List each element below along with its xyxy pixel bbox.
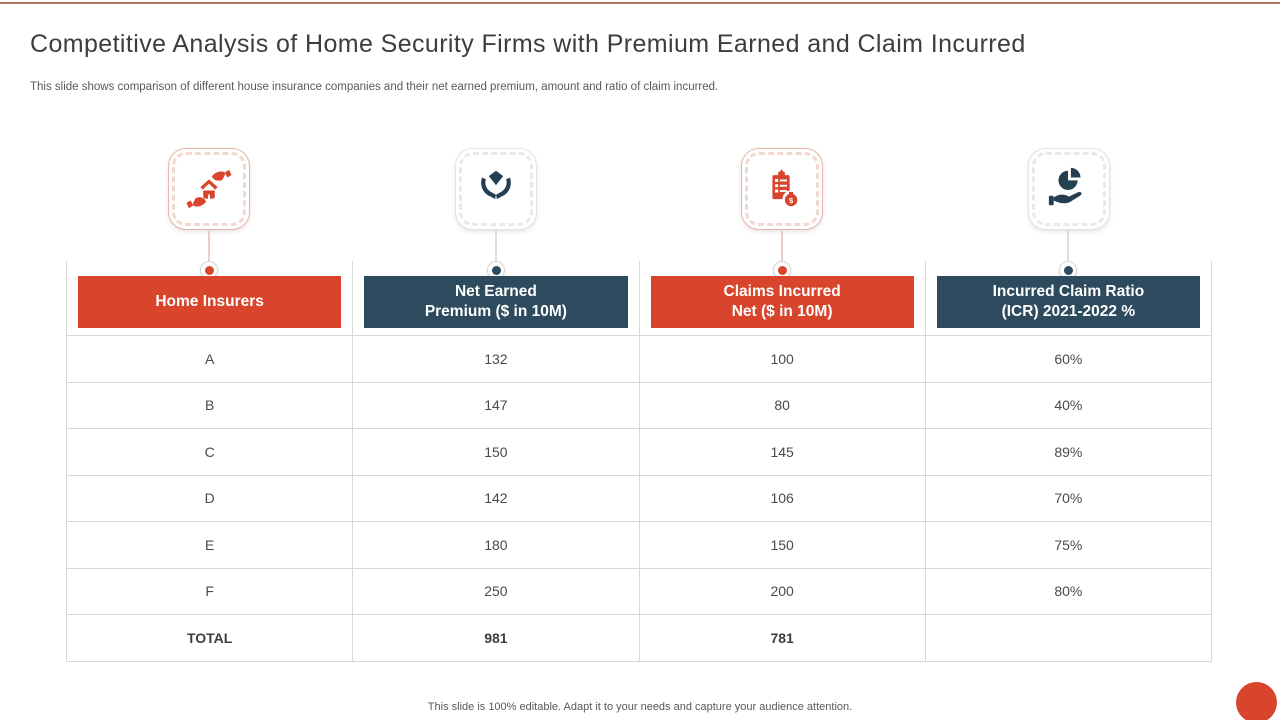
cell-premium: 142 — [352, 475, 638, 521]
table-header-row: Home Insurers Net Earned Premium ($ in 10… — [67, 261, 1211, 335]
footer-note: This slide is 100% editable. Adapt it to… — [427, 701, 853, 713]
cell-claims: 80 — [638, 382, 925, 428]
cell-insurer: F — [205, 583, 214, 600]
cell-insurer: C — [204, 443, 215, 460]
table-row: F 250 200 80% — [67, 567, 1211, 614]
cell-total-premium: 981 — [352, 615, 638, 661]
page-title: Competitive Analysis of Home Security Fi… — [30, 30, 1026, 58]
cell-premium: 150 — [352, 429, 638, 475]
cell-claims: 145 — [638, 429, 925, 475]
page-subtitle: This slide shows comparison of different… — [30, 81, 719, 93]
column-header-claims-incurred: Claims Incurred Net ($ in 10M) — [650, 276, 914, 328]
cell-insurer: D — [204, 490, 215, 507]
table-total-row: TOTAL 981 781 — [67, 614, 1211, 661]
cell-ratio: 75% — [924, 522, 1211, 568]
cell-claims: 150 — [638, 522, 925, 568]
cell-total-ratio — [924, 615, 1211, 661]
hatch-border — [1031, 152, 1106, 226]
cell-total-label: TOTAL — [186, 629, 233, 646]
cell-ratio: 60% — [924, 336, 1211, 382]
cell-ratio: 89% — [924, 429, 1211, 475]
comparison-table: Home Insurers Net Earned Premium ($ in 10… — [66, 261, 1212, 662]
cell-ratio: 80% — [924, 568, 1211, 614]
cell-insurer: A — [204, 350, 215, 367]
icon-row: $ — [66, 148, 1212, 230]
table-row: D 142 106 70% — [67, 474, 1211, 521]
column-header-incurred-claim-ratio: Incurred Claim Ratio (ICR) 2021-2022 % — [936, 276, 1200, 328]
top-accent-line — [0, 2, 1280, 4]
hand-holding-pie-chart-icon — [1027, 148, 1110, 230]
table-row: E 180 150 75% — [67, 521, 1211, 568]
svg-text:$: $ — [789, 196, 794, 205]
table-row: B 147 80 40% — [67, 381, 1211, 428]
cell-ratio: 40% — [924, 382, 1211, 428]
cell-premium: 180 — [352, 522, 638, 568]
cell-claims: 200 — [638, 568, 925, 614]
connector-line — [495, 229, 497, 263]
column-header-net-earned-premium: Net Earned Premium ($ in 10M) — [364, 276, 628, 328]
cell-insurer: B — [204, 397, 215, 414]
claims-checklist-moneybag-icon: $ — [741, 148, 824, 230]
connector-line — [208, 229, 210, 263]
cell-premium: 147 — [352, 382, 638, 428]
hatch-border — [745, 152, 820, 226]
column-header-home-insurers: Home Insurers — [78, 276, 342, 328]
hands-holding-diamond-icon — [454, 148, 537, 230]
cell-total-claims: 781 — [638, 615, 925, 661]
table-row: C 150 145 89% — [67, 428, 1211, 475]
cell-claims: 100 — [638, 336, 925, 382]
cell-ratio: 70% — [924, 475, 1211, 521]
hatch-border — [172, 152, 247, 226]
cell-premium: 132 — [352, 336, 638, 382]
hatch-border — [458, 152, 533, 226]
corner-decoration-circle — [1236, 682, 1277, 720]
cell-insurer: E — [204, 536, 215, 553]
cell-claims: 106 — [638, 475, 925, 521]
cell-premium: 250 — [352, 568, 638, 614]
table-row: A 132 100 60% — [67, 335, 1211, 382]
connector-line — [1067, 229, 1069, 263]
home-protection-hands-icon — [168, 148, 251, 230]
connector-line — [781, 229, 783, 263]
